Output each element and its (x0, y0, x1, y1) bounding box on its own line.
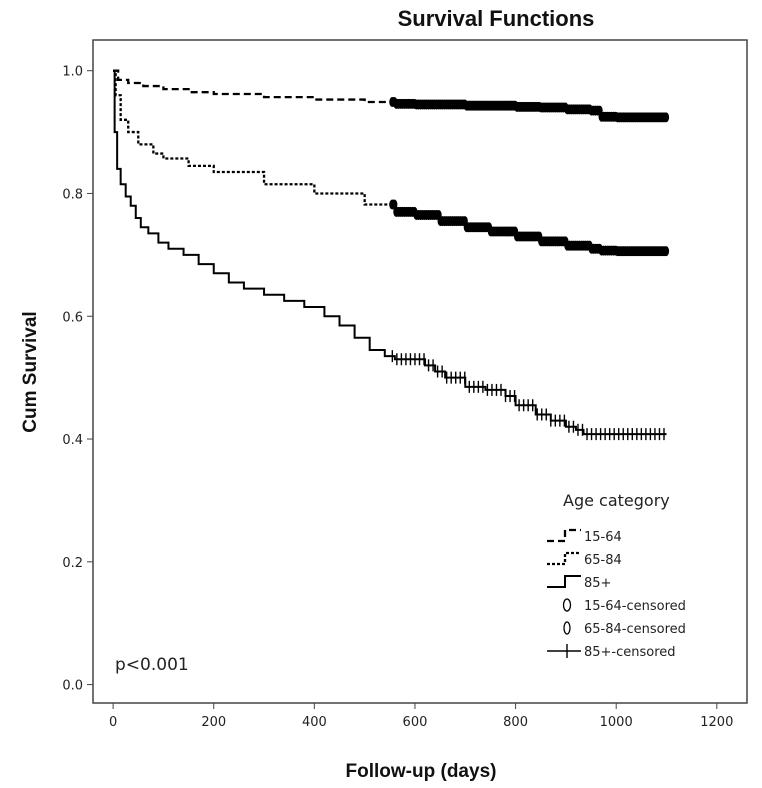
y-tick-label: 0.8 (62, 187, 83, 202)
chart-title: Survival Functions (398, 6, 595, 31)
legend-line-15-64 (547, 528, 581, 543)
y-tick-label: 0.0 (62, 679, 83, 694)
x-axis: 0 200 400 600 800 1000 1200 (109, 703, 733, 730)
x-tick-label: 800 (503, 715, 528, 730)
curve-65-84 (113, 69, 668, 253)
x-tick-label: 200 (201, 715, 226, 730)
y-tick-label: 0.6 (62, 310, 83, 325)
legend-entry-label: 15-64-censored (584, 599, 686, 614)
y-tick-label: 1.0 (62, 65, 83, 80)
censor-marks (389, 97, 670, 441)
legend-censor-symbol (562, 598, 572, 612)
p-value-annotation: p<0.001 (115, 655, 189, 675)
legend-entry-label: 65-84 (584, 553, 622, 568)
x-tick-label: 600 (403, 715, 428, 730)
x-tick-label: 1200 (700, 715, 733, 730)
curve-85+ (113, 69, 667, 436)
censor-mark-15-64 (662, 112, 670, 123)
x-tick-label: 400 (302, 715, 327, 730)
y-axis: 0.0 0.2 0.4 0.6 0.8 1.0 (62, 65, 93, 694)
y-axis-label: Cum Survival (20, 311, 41, 432)
legend-title: Age category (563, 491, 670, 510)
legend-entry-label: 85+ (584, 576, 611, 591)
legend-entry-label: 85+-censored (584, 645, 676, 660)
plot-frame (92, 39, 748, 704)
legend: Age category 15-64 65-84 85+ 15-64-censored… (547, 491, 686, 660)
legend-line-65-84 (547, 551, 581, 566)
y-tick-label: 0.2 (62, 556, 83, 571)
censor-mark-65-84 (662, 246, 670, 257)
x-tick-label: 1000 (600, 715, 633, 730)
legend-entry-label: 15-64 (584, 530, 622, 545)
legend-entry-label: 65-84-censored (584, 622, 686, 637)
x-axis-label: Follow-up (days) (346, 761, 497, 782)
survival-curves (113, 69, 668, 436)
y-tick-label: 0.4 (62, 433, 83, 448)
legend-line-85+ (547, 575, 581, 588)
x-tick-label: 0 (109, 715, 117, 730)
legend-censor-symbol (563, 621, 571, 635)
